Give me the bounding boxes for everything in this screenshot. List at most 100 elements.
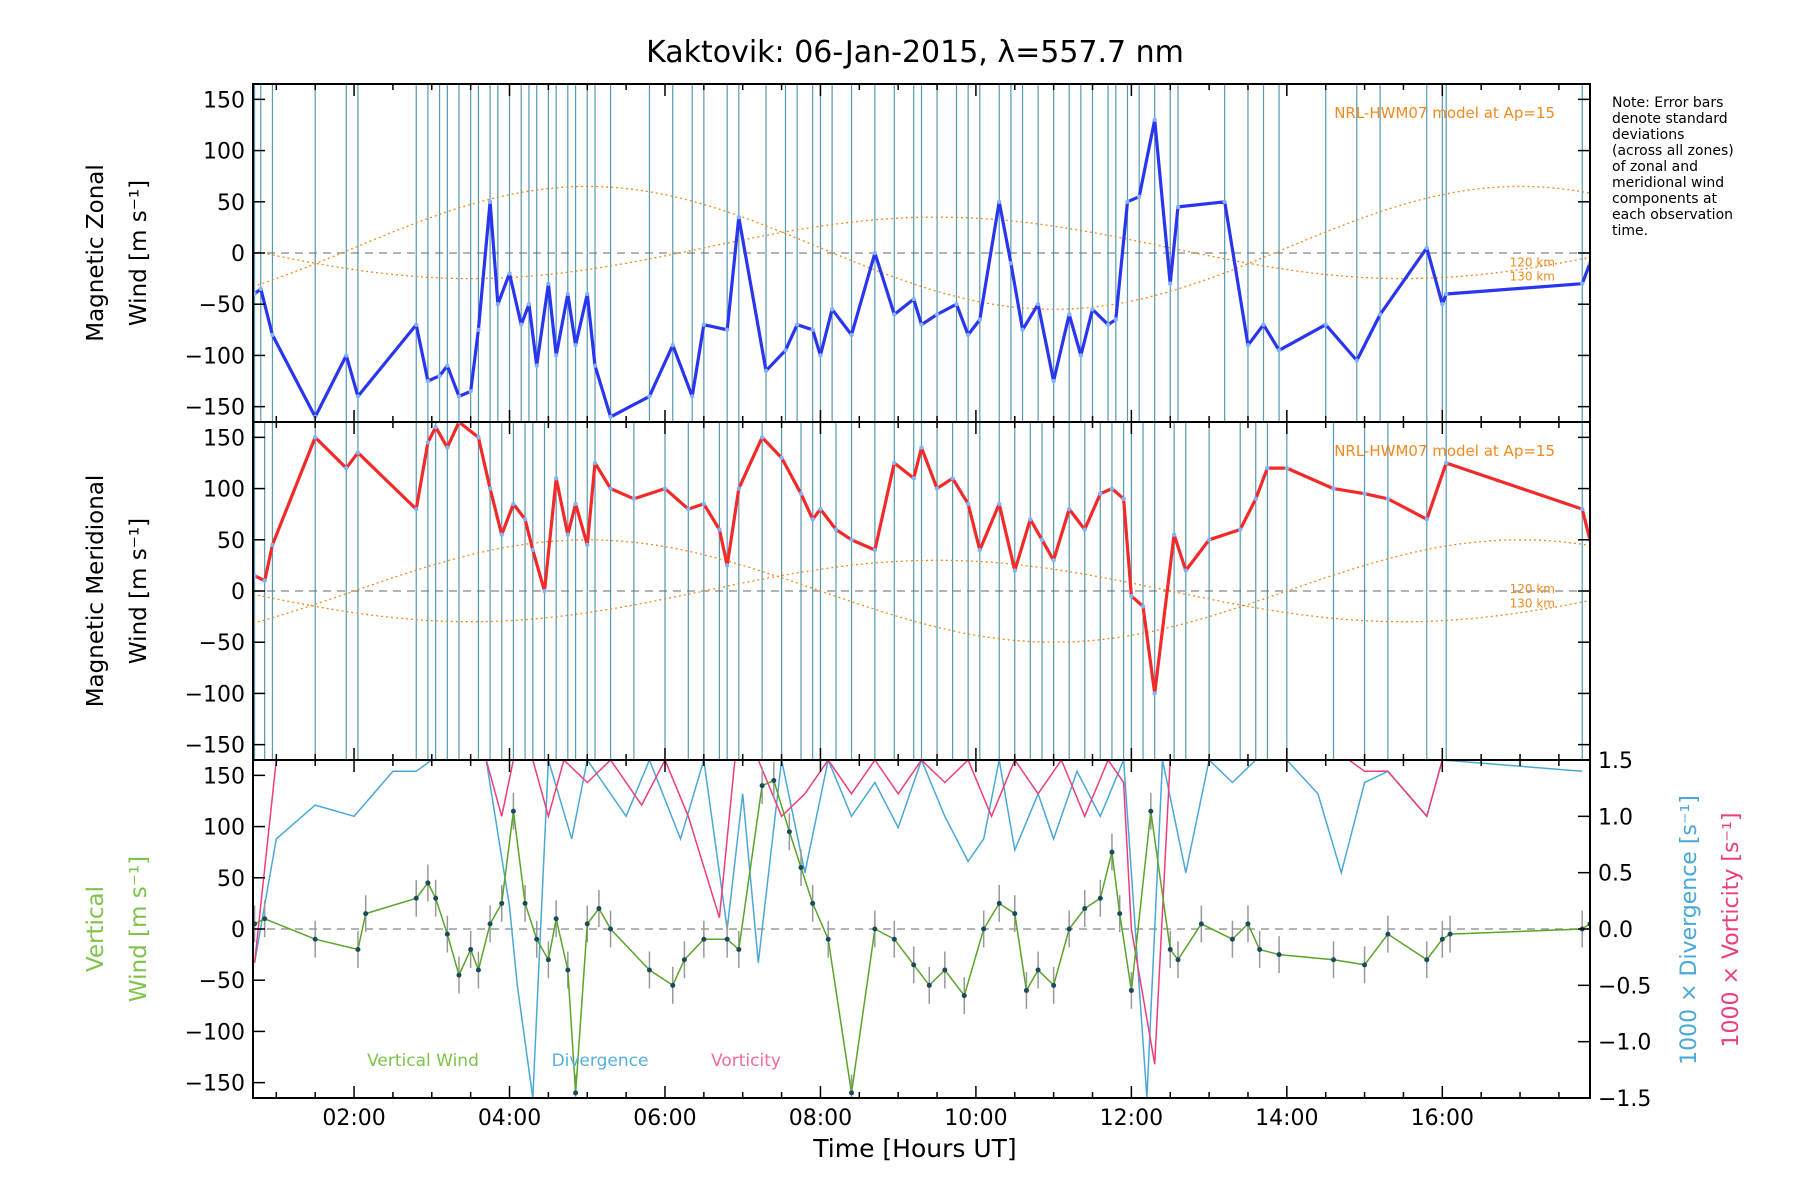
data-point: [344, 353, 349, 358]
data-point: [585, 542, 590, 548]
altitude-label: 130 km: [1510, 596, 1555, 610]
data-point: [981, 926, 987, 932]
data-point: [872, 926, 878, 932]
data-point: [592, 460, 598, 466]
data-point: [1222, 199, 1227, 204]
data-point: [608, 926, 614, 932]
data-point: [647, 394, 652, 399]
data-point: [499, 900, 505, 906]
data-point: [1167, 946, 1173, 952]
data-point: [701, 936, 707, 942]
note-line: meridional wind: [1612, 175, 1724, 191]
y2-tick-label: −1.0: [1598, 1031, 1651, 1056]
y-axis-label-line2: Wind [m s⁻¹]: [126, 856, 152, 1002]
data-point: [825, 936, 831, 942]
data-point: [1066, 312, 1072, 317]
data-point: [798, 865, 804, 871]
data-point: [534, 363, 539, 368]
data-point: [911, 296, 916, 302]
data-point: [670, 342, 675, 348]
data-point: [818, 506, 823, 512]
data-point: [510, 808, 516, 814]
data-point: [701, 322, 707, 327]
data-point: [592, 363, 598, 368]
divergence-line: [253, 760, 1583, 1098]
y-tick-label: −100: [185, 682, 245, 707]
x-tick-label: 04:00: [478, 1106, 541, 1131]
data-point: [433, 895, 439, 901]
data-point: [942, 967, 948, 973]
data-point: [1354, 358, 1360, 363]
y-tick-label: 150: [203, 88, 245, 113]
y-tick-label: −100: [185, 344, 245, 369]
data-point: [1128, 987, 1134, 993]
y-tick-label: 0: [231, 580, 245, 605]
data-point: [1385, 496, 1391, 502]
data-point: [425, 378, 431, 384]
data-point: [954, 302, 959, 307]
data-point: [686, 506, 691, 512]
y-tick-label: −150: [185, 396, 245, 421]
data-point: [1117, 911, 1123, 917]
data-point: [1362, 962, 1368, 968]
data-point: [1331, 486, 1336, 491]
data-point: [258, 286, 263, 292]
note-line: time.: [1612, 223, 1648, 239]
data-point: [934, 486, 940, 491]
data-point: [1082, 527, 1087, 532]
figure-title: Kaktovik: 06-Jan-2015, λ=557.7 nm: [646, 35, 1184, 70]
data-point: [1245, 921, 1251, 927]
data-point: [565, 532, 571, 537]
data-point: [608, 414, 613, 420]
data-point: [1023, 987, 1029, 993]
data-point: [724, 563, 730, 568]
y-tick-label: −150: [185, 1072, 245, 1097]
data-point: [596, 906, 602, 912]
y2-tick-label: 0.0: [1598, 918, 1633, 943]
x-axis-label: Time [Hours UT]: [812, 1134, 1016, 1163]
data-point: [262, 916, 268, 922]
data-point: [891, 936, 897, 942]
vertical-wind-line: [254, 779, 1590, 1094]
data-point: [1168, 281, 1173, 286]
data-point: [701, 501, 707, 507]
data-point: [542, 588, 547, 594]
y-axis-label-line1: Magnetic Zonal: [83, 164, 109, 342]
data-point: [934, 312, 940, 317]
y-tick-label: −50: [199, 293, 245, 318]
data-point: [1039, 537, 1045, 542]
model-curve: [253, 559, 1590, 623]
data-point: [798, 491, 804, 496]
data-point: [783, 348, 788, 353]
y-axis-label-line2: Wind [m s⁻¹]: [126, 518, 152, 664]
x-tick-label: 06:00: [633, 1106, 696, 1131]
data-point: [950, 476, 955, 481]
data-point: [1105, 322, 1111, 327]
data-point: [829, 307, 835, 312]
data-point: [1097, 895, 1103, 901]
data-point: [892, 460, 897, 466]
legend-item: Vertical Wind: [367, 1051, 479, 1071]
data-point: [759, 783, 765, 789]
y-tick-label: 0: [231, 918, 245, 943]
vorticity-line: [253, 760, 1583, 1065]
data-point: [779, 455, 784, 461]
data-point: [1238, 527, 1243, 532]
data-point: [1385, 931, 1391, 937]
data-point: [1020, 327, 1025, 333]
data-point: [646, 967, 652, 973]
data-point: [736, 946, 742, 952]
data-point: [771, 777, 777, 783]
y-tick-label: −50: [199, 631, 245, 656]
zonal-wind-line: [253, 118, 1590, 419]
data-point: [1447, 931, 1453, 937]
data-point: [499, 532, 504, 537]
data-point: [1012, 911, 1018, 917]
data-point: [363, 911, 369, 917]
data-point: [1129, 593, 1134, 599]
data-point: [573, 342, 578, 348]
data-point: [1229, 936, 1235, 942]
data-point: [818, 353, 823, 358]
data-point: [849, 332, 854, 338]
